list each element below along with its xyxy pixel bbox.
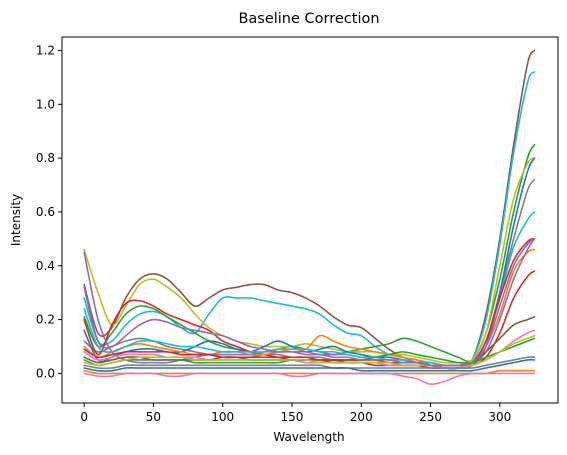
series-line-15: [83, 356, 536, 370]
x-tick-label: 100: [211, 410, 234, 424]
plot-frame: [61, 36, 559, 404]
series-line-10: [83, 329, 536, 370]
y-tick-label: 0.4: [36, 259, 55, 273]
x-tick-label: 250: [419, 410, 442, 424]
x-tick-label: 150: [281, 410, 304, 424]
y-axis-label: Intensity: [9, 194, 23, 246]
series-line-3: [83, 143, 536, 363]
y-tick-label: 0.6: [36, 205, 55, 219]
series-line-17: [83, 358, 536, 372]
y-tick-label: 1.2: [36, 43, 55, 57]
series-line-5: [83, 157, 536, 364]
series-line-19: [83, 238, 536, 367]
y-tick-label: 0.8: [36, 151, 55, 165]
series-line-20: [83, 372, 536, 386]
series-layer: [83, 49, 536, 386]
x-axis: 0 50 100 150 200 250 300: [80, 403, 511, 424]
series-line-18: [83, 369, 536, 375]
x-tick-label: 200: [350, 410, 373, 424]
x-tick-label: 50: [146, 410, 161, 424]
series-line-1: [83, 49, 536, 370]
series-line-12: [83, 211, 536, 367]
y-tick-label: 0.2: [36, 313, 55, 327]
x-tick-label: 0: [80, 410, 88, 424]
y-tick-label: 1.0: [36, 97, 55, 111]
series-line-13: [83, 337, 536, 367]
chart-title: Baseline Correction: [238, 11, 379, 27]
y-tick-label: 0.0: [36, 366, 55, 380]
series-line-7: [83, 157, 536, 370]
x-tick-label: 300: [488, 410, 511, 424]
series-line-4: [83, 178, 536, 367]
y-axis: 0.0 0.2 0.4 0.6 0.8 1.0 1.2: [36, 43, 62, 380]
series-line-2: [83, 71, 536, 370]
x-axis-label: Wavelength: [273, 430, 344, 444]
